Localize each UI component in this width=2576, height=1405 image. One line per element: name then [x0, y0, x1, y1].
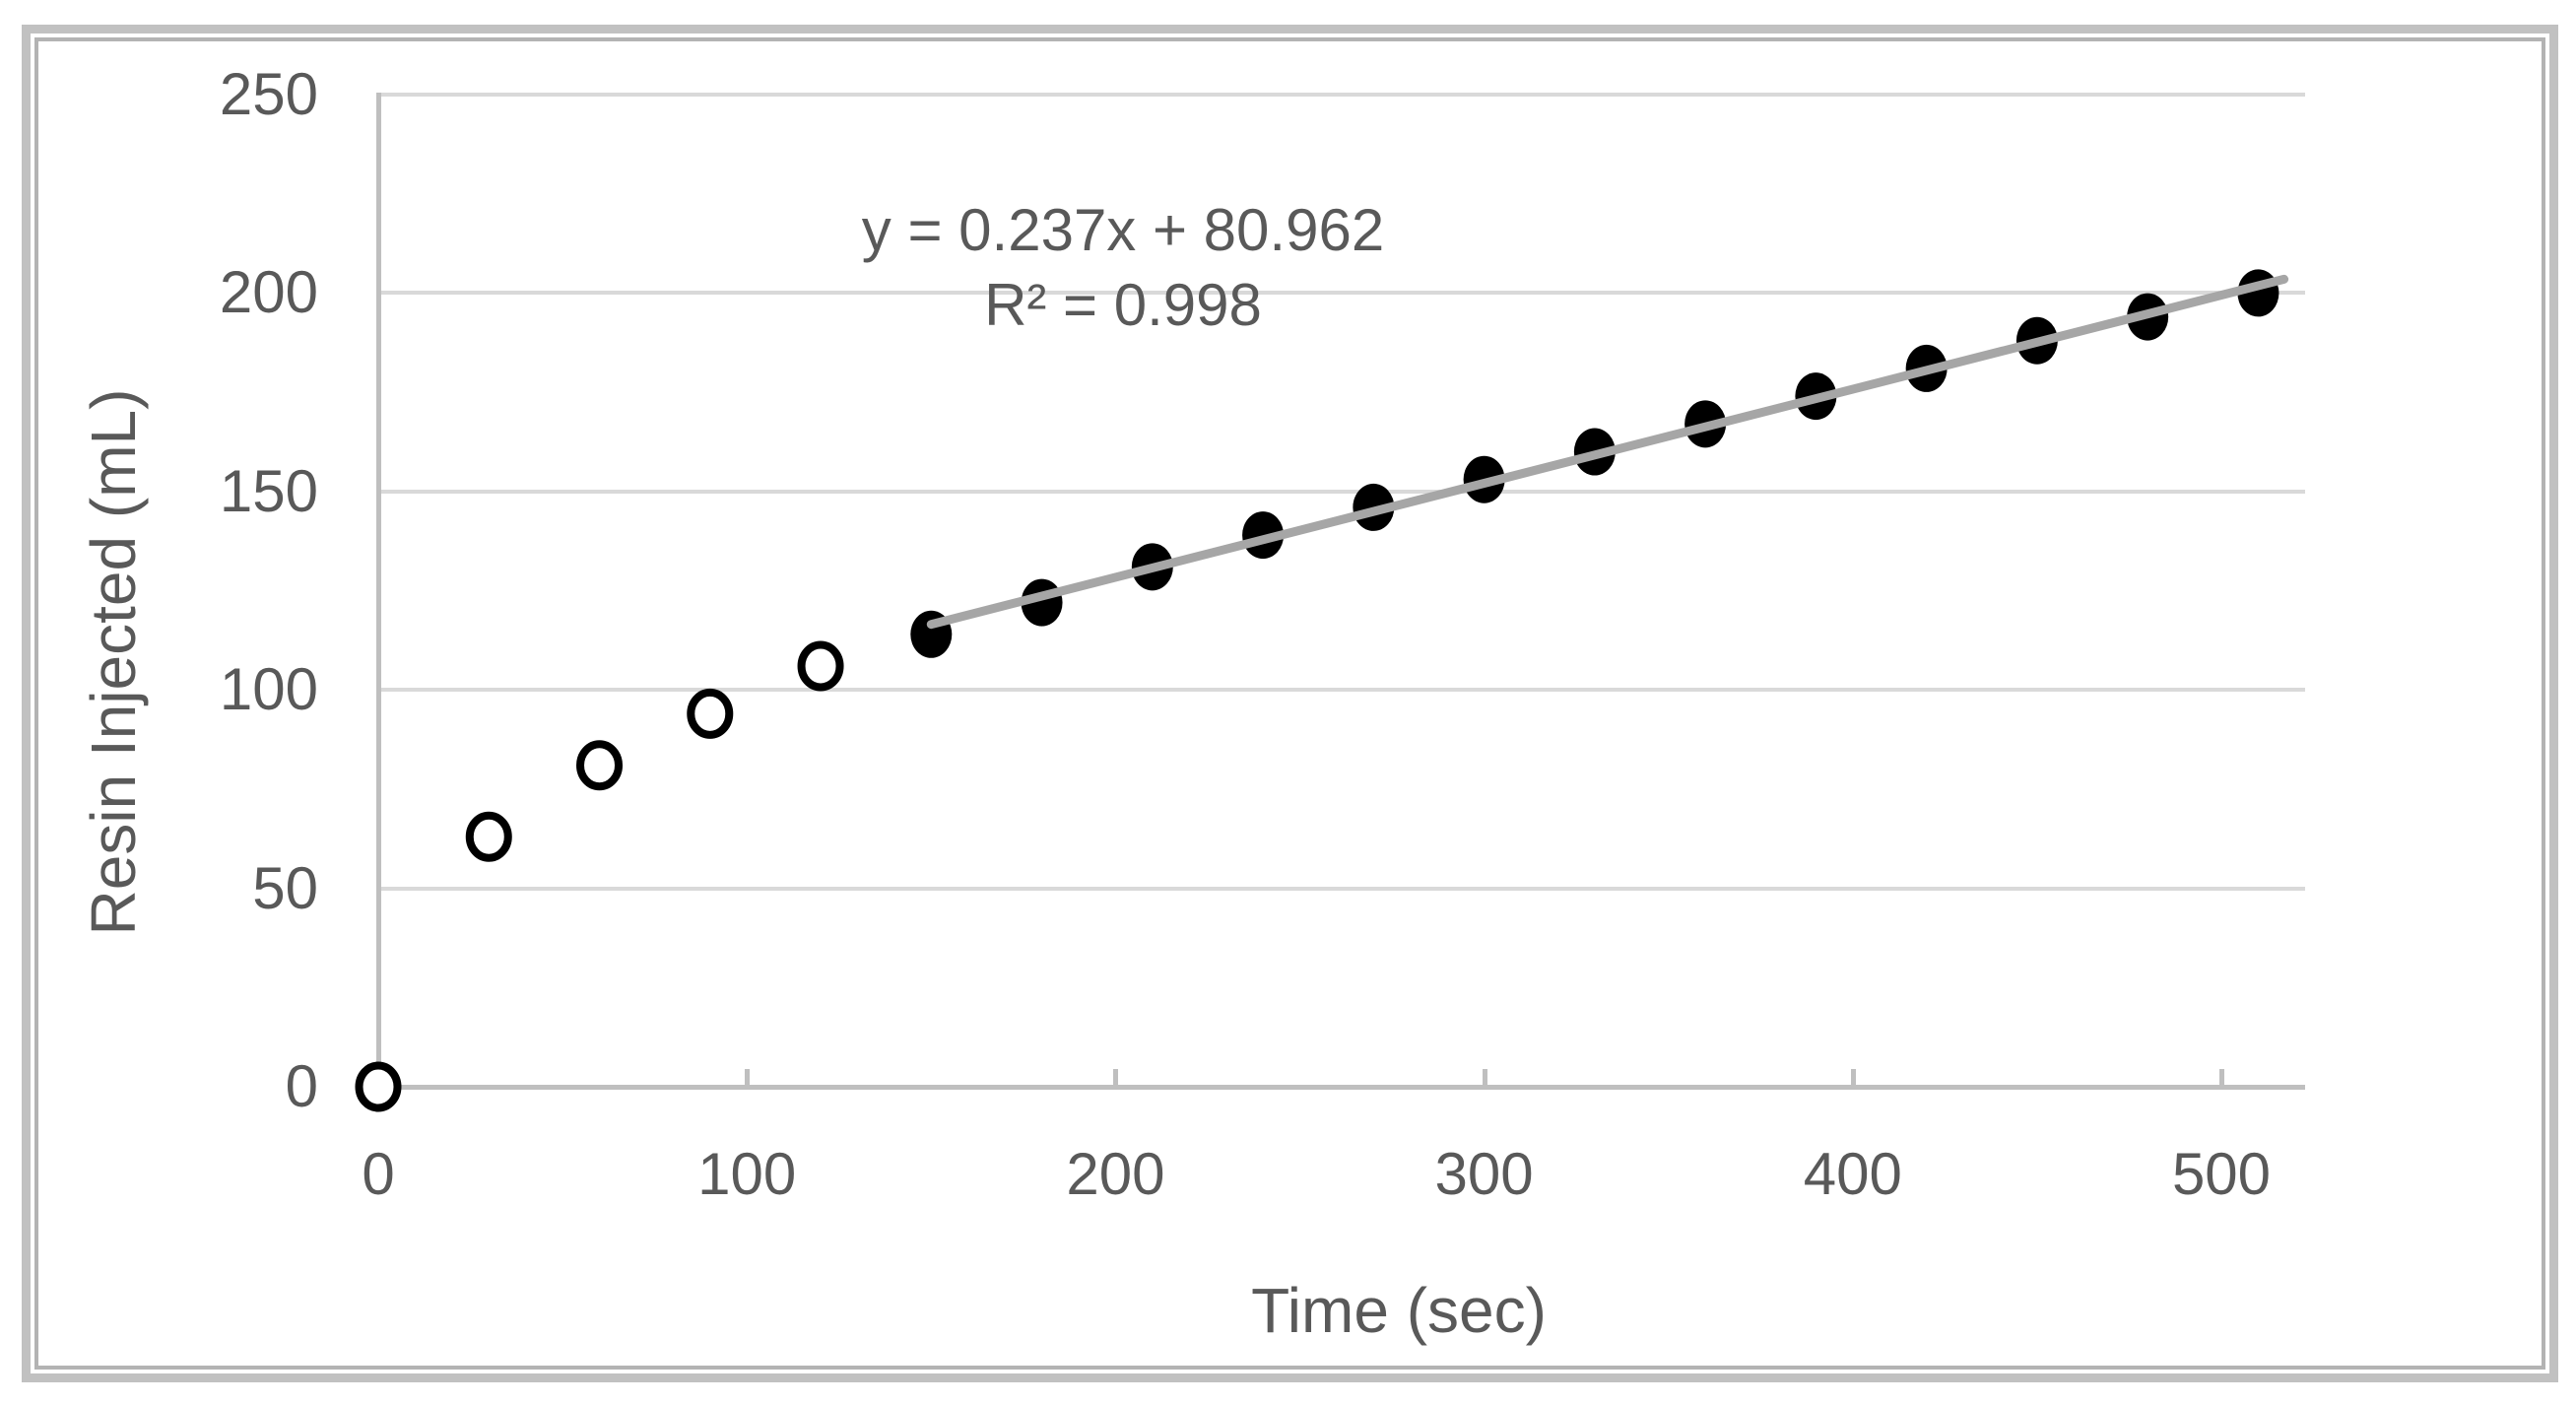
data-point-open — [355, 1061, 402, 1112]
x-tick-label-200: 200 — [1066, 1141, 1165, 1207]
x-tick-mark-200 — [1113, 1069, 1119, 1087]
gridline-y-150 — [378, 489, 2305, 494]
y-tick-label-100: 100 — [219, 656, 318, 723]
data-point-open — [797, 640, 844, 692]
data-point-open — [576, 740, 624, 791]
y-tick-label-250: 250 — [219, 61, 318, 127]
x-tick-label-0: 0 — [362, 1141, 395, 1207]
y-axis-line — [376, 93, 381, 1091]
x-axis-line — [375, 1085, 2305, 1090]
trendline-equation: y = 0.237x + 80.962 — [861, 197, 1385, 263]
x-axis-title: Time (sec) — [1251, 1275, 1547, 1346]
data-point-filled — [1242, 511, 1285, 560]
gridline-y-200 — [378, 291, 2305, 296]
trendline-annotation: y = 0.237x + 80.962 R² = 0.998 — [630, 193, 1616, 343]
trendline — [926, 274, 2289, 630]
trendline-r-squared: R² = 0.998 — [984, 272, 1262, 338]
y-tick-label-150: 150 — [219, 457, 318, 524]
chart-border-outer — [22, 25, 2558, 1382]
y-tick-label-50: 50 — [252, 854, 318, 921]
x-tick-mark-100 — [745, 1069, 751, 1087]
data-point-open — [465, 811, 512, 862]
x-tick-label-500: 500 — [2171, 1141, 2272, 1207]
y-tick-label-0: 0 — [285, 1053, 318, 1119]
x-tick-mark-500 — [2219, 1069, 2224, 1087]
gridline-y-100 — [378, 688, 2305, 693]
x-tick-label-400: 400 — [1803, 1141, 1902, 1207]
x-tick-label-100: 100 — [697, 1141, 797, 1207]
gridline-y-250 — [378, 93, 2305, 97]
chart-border-inner — [34, 37, 2545, 1370]
x-tick-mark-300 — [1482, 1069, 1487, 1087]
gridline-y-50 — [378, 886, 2305, 891]
x-tick-label-300: 300 — [1434, 1141, 1534, 1207]
data-point-open — [687, 688, 734, 739]
y-tick-label-200: 200 — [219, 259, 318, 326]
x-tick-mark-400 — [1850, 1069, 1856, 1087]
